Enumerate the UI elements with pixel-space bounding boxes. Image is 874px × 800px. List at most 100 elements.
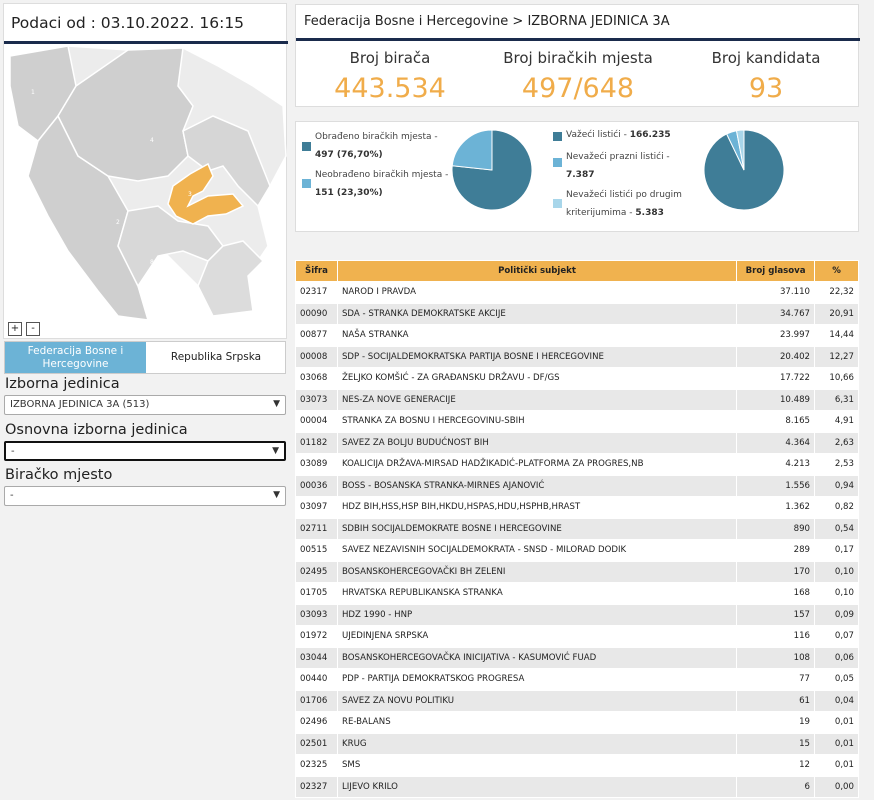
zoom-out-button[interactable]: - <box>26 322 40 336</box>
stat-polling-stations: Broj biračkih mjesta 497/648 <box>484 49 672 104</box>
party-name: SDP - SOCIJALDEMOKRATSKA PARTIJA BOSNE I… <box>336 345 738 368</box>
legend-unprocessed-label: Neobrađeno biračkih mjesta - <box>315 170 449 180</box>
data-timestamp: Podaci od : 03.10.2022. 16:15 <box>11 14 245 32</box>
summary-header: Federacija Bosne i Hercegovine > IZBORNA… <box>295 4 860 107</box>
table-row: 03044 BOSANSKOHERCEGOVAČKA INICIJATIVA - … <box>295 646 859 669</box>
party-code: 03073 <box>295 388 338 411</box>
party-code: 02495 <box>295 560 338 583</box>
party-votes: 61 <box>736 689 816 712</box>
party-code: 01705 <box>295 582 338 605</box>
legend-swatch-unprocessed <box>302 179 311 188</box>
legend-unprocessed: Neobrađeno biračkih mjesta - 151 (23,30%… <box>315 166 455 202</box>
party-votes: 10.489 <box>736 388 816 411</box>
legend-blank: Nevažeći prazni listići - 7.387 <box>566 148 696 184</box>
polling-station-select-value: - <box>10 490 14 501</box>
legend-valid-value: 166.235 <box>629 130 671 140</box>
party-votes: 289 <box>736 539 816 562</box>
party-name: HDZ BIH,HSS,HSP BIH,HKDU,HSPAS,HDU,HSPHB… <box>336 496 738 519</box>
polling-station-label: Biračko mjesto <box>5 467 113 483</box>
legend-processed: Obrađeno biračkih mjesta - 497 (76,70%) <box>315 128 455 164</box>
table-row: 00004 STRANKA ZA BOSNU I HERCEGOVINU-SBIH… <box>295 410 859 433</box>
entity-tabs: Federacija Bosne i Hercegovine Republika… <box>4 341 286 374</box>
constituency-select[interactable]: IZBORNA JEDINICA 3A (513) ▼ <box>4 395 286 415</box>
tab-rs[interactable]: Republika Srpska <box>170 351 262 363</box>
party-votes: 77 <box>736 668 816 691</box>
divider <box>296 38 860 41</box>
party-name: ŽELJKO KOMŠIĆ - ZA GRAĐANSKU DRŽAVU - DF… <box>336 367 738 390</box>
table-row: 02501 KRUG 15 0,01 <box>295 732 859 755</box>
table-row: 00090 SDA - STRANKA DEMOKRATSKE AKCIJE 34.… <box>295 302 859 325</box>
party-percent: 12,27 <box>814 345 859 368</box>
pie-ballots <box>703 129 785 211</box>
party-votes: 157 <box>736 603 816 626</box>
zoom-in-button[interactable]: + <box>8 322 22 336</box>
map-region-6[interactable] <box>197 240 265 317</box>
party-code: 03089 <box>295 453 338 476</box>
stat-voters-label: Broj birača <box>349 49 431 67</box>
stat-polling-stations-value: 497/648 <box>521 73 635 104</box>
party-votes: 6 <box>736 775 816 798</box>
column-header-code[interactable]: Šifra <box>295 260 338 282</box>
column-header-percent[interactable]: % <box>814 260 859 282</box>
party-name: NAŠA STRANKA <box>336 324 738 347</box>
legend-unprocessed-value: 151 (23,30%) <box>315 188 383 198</box>
party-name: RE-BALANS <box>336 711 738 734</box>
column-header-party[interactable]: Politički subjekt <box>336 260 738 282</box>
party-percent: 0,01 <box>814 711 859 734</box>
party-name: SAVEZ NEZAVISNIH SOCIJALDEMOKRATA - SNSD… <box>336 539 738 562</box>
party-votes: 20.402 <box>736 345 816 368</box>
party-percent: 0,17 <box>814 539 859 562</box>
breadcrumb: Federacija Bosne i Hercegovine > IZBORNA… <box>304 14 670 29</box>
party-code: 03093 <box>295 603 338 626</box>
party-code: 00440 <box>295 668 338 691</box>
table-row: 01182 SAVEZ ZA BOLJU BUDUĆNOST BIH 4.364 2,… <box>295 431 859 454</box>
party-name: BOSS - BOSANSKA STRANKA-MIRNES AJANOVIĆ <box>336 474 738 497</box>
party-votes: 19 <box>736 711 816 734</box>
party-code: 00004 <box>295 410 338 433</box>
party-name: LIJEVO KRILO <box>336 775 738 798</box>
table-row: 02327 LIJEVO KRILO 6 0,00 <box>295 775 859 798</box>
column-header-votes[interactable]: Broj glasova <box>736 260 816 282</box>
table-row: 01972 UJEDINJENA SRPSKA 116 0,07 <box>295 625 859 648</box>
table-row: 03097 HDZ BIH,HSS,HSP BIH,HKDU,HSPAS,HDU,… <box>295 496 859 519</box>
legend-blank-label: Nevažeći prazni listići - <box>566 152 670 162</box>
party-votes: 4.364 <box>736 431 816 454</box>
legend-other-invalid-value: 5.383 <box>635 208 664 218</box>
divider <box>4 41 288 44</box>
basic-unit-label: Osnovna izborna jedinica <box>5 422 188 438</box>
tab-fbih[interactable]: Federacija Bosne i Hercegovine <box>5 342 146 373</box>
stat-voters-value: 443.534 <box>334 73 446 104</box>
polling-station-select[interactable]: - ▼ <box>4 486 286 506</box>
party-code: 02711 <box>295 517 338 540</box>
party-votes: 108 <box>736 646 816 669</box>
table-row: 00877 NAŠA STRANKA 23.997 14,44 <box>295 324 859 347</box>
legend-other-invalid-label: Nevažeći listići po drugim kriterijumima… <box>566 190 682 218</box>
basic-unit-select[interactable]: - ▼ <box>4 441 286 461</box>
legend-processed-label: Obrađeno biračkih mjesta - <box>315 132 438 142</box>
legend-valid: Važeći listići - 166.235 <box>566 126 696 144</box>
party-percent: 0,10 <box>814 560 859 583</box>
party-votes: 1.362 <box>736 496 816 519</box>
party-name: SDBIH SOCIJALDEMOKRATE BOSNE I HERCEGOVI… <box>336 517 738 540</box>
party-code: 03068 <box>295 367 338 390</box>
map-region-3a-selected[interactable] <box>167 162 245 225</box>
pie-charts-panel: Obrađeno biračkih mjesta - 497 (76,70%) … <box>295 121 859 232</box>
party-votes: 4.213 <box>736 453 816 476</box>
party-votes: 34.767 <box>736 302 816 325</box>
right-panel: Federacija Bosne i Hercegovine > IZBORNA… <box>293 0 874 800</box>
legend-swatch-blank <box>553 158 562 167</box>
constituency-map[interactable]: 1 2 3 4 8 <box>8 46 288 320</box>
table-row: 03073 NES-ZA NOVE GENERACIJE 10.489 6,31 <box>295 388 859 411</box>
party-name: UJEDINJENA SRPSKA <box>336 625 738 648</box>
party-code: 00036 <box>295 474 338 497</box>
party-name: SAVEZ ZA BOLJU BUDUĆNOST BIH <box>336 431 738 454</box>
stat-candidates-label: Broj kandidata <box>711 49 821 67</box>
legend-other-invalid: Nevažeći listići po drugim kriterijumima… <box>566 186 706 222</box>
map-region-5[interactable] <box>182 115 271 208</box>
map-label-8: 8 <box>150 259 154 266</box>
map-panel: Podaci od : 03.10.2022. 16:15 1 2 3 4 8 … <box>3 3 288 339</box>
table-row: 02325 SMS 12 0,01 <box>295 754 859 777</box>
party-percent: 0,07 <box>814 625 859 648</box>
party-name: BOSANSKOHERCEGOVAČKA INICIJATIVA - KASUM… <box>336 646 738 669</box>
party-percent: 0,05 <box>814 668 859 691</box>
